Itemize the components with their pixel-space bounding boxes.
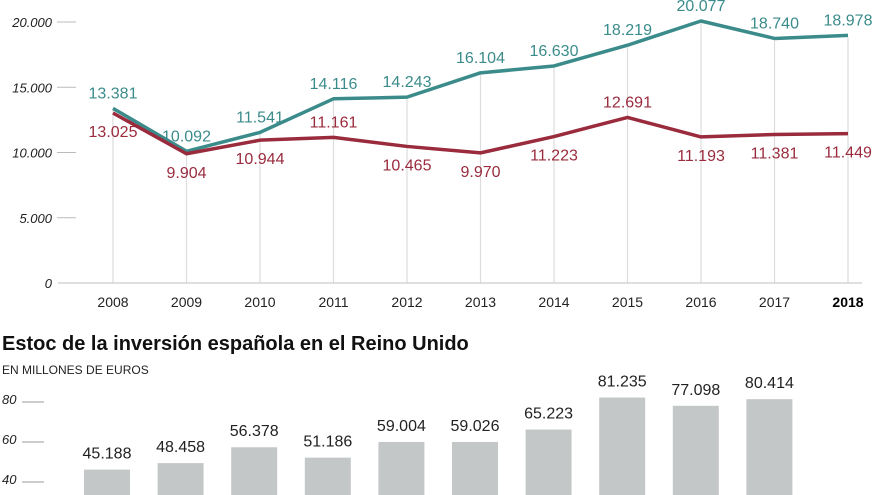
x-tick-label: 2014: [538, 294, 569, 310]
data-label: 13.381: [89, 85, 138, 102]
bar: [452, 441, 498, 495]
bar-value-label: 65.223: [524, 406, 573, 423]
data-label: 10.092: [162, 128, 211, 145]
x-tick-label: 2011: [318, 294, 348, 310]
data-label: 9.970: [460, 164, 500, 181]
bar-value-label: 56.378: [230, 423, 279, 440]
data-label: 14.243: [383, 74, 432, 91]
bar-value-label: 51.186: [303, 434, 352, 451]
bar: [304, 457, 351, 495]
data-label: 11.449: [824, 145, 872, 162]
bar: [746, 399, 793, 495]
bar: [672, 405, 719, 495]
y-tick-label: 5.000: [19, 211, 52, 226]
data-label: 18.740: [750, 15, 799, 32]
data-label: 16.104: [456, 50, 505, 67]
y-tick-label: 20.000: [11, 15, 53, 30]
x-tick-label: 2017: [759, 294, 790, 310]
x-tick-label: 2015: [612, 294, 643, 310]
bar: [84, 469, 130, 495]
data-label: 16.630: [530, 43, 579, 60]
x-tick-label: 2012: [391, 294, 422, 310]
bar-value-label: 81.235: [598, 374, 647, 391]
bar: [231, 447, 278, 495]
x-tick-label: 2018: [832, 294, 863, 310]
bar-value-label: 59.004: [377, 418, 426, 435]
bar-value-label: 59.026: [451, 418, 500, 435]
bar: [599, 397, 646, 495]
bar-chart-subtitle: EN MILLONES DE EUROS: [2, 363, 149, 377]
data-label: 18.978: [824, 12, 873, 29]
y-tick-label: 15.000: [12, 80, 53, 95]
data-label: 11.381: [751, 145, 799, 162]
series-line-red: [112, 111, 849, 156]
x-tick-label: 2016: [685, 294, 716, 310]
bar: [378, 441, 425, 495]
data-label: 11.541: [236, 109, 284, 126]
x-tick-label: 2009: [171, 294, 202, 310]
bar: [525, 429, 572, 495]
x-tick-label: 2008: [97, 294, 128, 310]
x-tick-label: 2010: [244, 294, 275, 310]
data-label: 10.465: [383, 157, 432, 174]
y-tick-label: 60: [2, 432, 17, 447]
y-tick-label: 0: [45, 276, 53, 291]
bar-value-label: 45.188: [83, 446, 132, 463]
data-label: 10.944: [236, 151, 285, 168]
data-label: 13.025: [89, 124, 138, 141]
data-label: 12.691: [603, 94, 652, 111]
y-tick-label: 10.000: [12, 146, 53, 161]
bar-value-label: 80.414: [745, 375, 794, 392]
data-label: 11.161: [310, 114, 358, 131]
data-label: 9.904: [166, 165, 206, 182]
data-label: 11.223: [530, 148, 578, 165]
bar-value-label: 48.458: [156, 439, 205, 456]
data-label: 20.077: [677, 0, 726, 15]
data-label: 14.116: [310, 76, 358, 93]
x-tick-label: 2013: [465, 294, 496, 310]
y-tick-label: 40: [2, 472, 17, 487]
data-label: 18.219: [603, 22, 652, 39]
bar-chart-title: Estoc de la inversión española en el Rei…: [2, 333, 469, 355]
bar-value-label: 77.098: [671, 382, 720, 399]
series-line-teal: [112, 19, 849, 154]
bar: [157, 463, 204, 495]
data-label: 11.193: [677, 148, 725, 165]
y-tick-label: 80: [2, 392, 17, 407]
